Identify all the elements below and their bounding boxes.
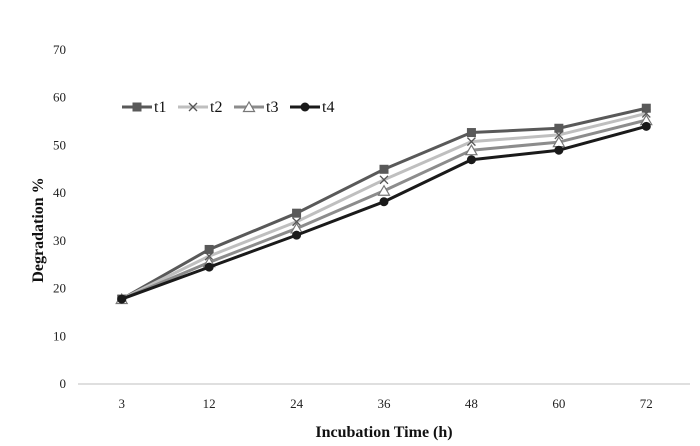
y-tick-label: 30	[53, 233, 66, 248]
y-tick-label: 10	[53, 328, 66, 343]
data-point-t1	[204, 244, 214, 254]
data-point-t3	[377, 184, 391, 196]
series-t3	[115, 113, 653, 305]
x-tick-label: 12	[203, 396, 216, 411]
x-tick-labels: 3 12 24 36 48 60 72	[118, 396, 652, 411]
y-tick-label: 20	[53, 281, 66, 296]
data-point-t4	[466, 155, 476, 165]
legend-item-t1: t1	[122, 99, 166, 116]
series-line-t4	[121, 124, 647, 301]
y-tick-label: 40	[53, 185, 66, 200]
x-tick-label: 36	[378, 396, 392, 411]
data-point-t2	[204, 251, 214, 261]
legend-label: t3	[266, 99, 278, 116]
data-point-t4	[641, 121, 651, 131]
x-tick-label: 48	[465, 396, 478, 411]
y-tick-label: 70	[53, 42, 66, 57]
legend-label: t1	[154, 99, 166, 116]
series-t2	[117, 109, 651, 304]
data-point-t4	[379, 197, 389, 207]
y-axis-title: Degradation %	[30, 177, 47, 282]
legend-label: t4	[322, 99, 334, 116]
y-tick-label: 50	[53, 137, 66, 152]
legend-marker	[188, 102, 198, 112]
data-point-t1	[554, 123, 564, 133]
data-point-t2	[554, 130, 564, 140]
series-layer	[115, 103, 653, 305]
y-tick-label: 60	[53, 90, 66, 105]
data-point-t1	[292, 208, 302, 218]
y-tick-label: 0	[60, 376, 67, 391]
data-point-t2	[292, 217, 302, 227]
x-tick-label: 72	[640, 396, 653, 411]
legend-item-t4: t4	[290, 99, 334, 116]
legend-marker	[132, 102, 142, 112]
data-point-t4	[554, 145, 564, 155]
y-tick-labels: 0 10 20 30 40 50 60 70	[53, 42, 66, 391]
data-point-t4	[204, 262, 214, 272]
x-tick-label: 24	[290, 396, 304, 411]
data-point-t1	[641, 103, 651, 113]
legend-marker	[300, 102, 310, 112]
data-point-t4	[292, 230, 302, 240]
data-point-t4	[117, 294, 127, 304]
legend-item-t3: t3	[234, 99, 278, 116]
data-point-t2	[641, 109, 651, 118]
legend-item-t2: t2	[178, 99, 222, 116]
x-axis-title: Incubation Time (h)	[315, 424, 452, 441]
legend: t1 t2 t3 t4	[122, 99, 334, 116]
series-t4	[117, 121, 651, 304]
data-point-t2	[379, 175, 389, 185]
data-point-t1	[379, 164, 389, 174]
legend-marker	[242, 100, 256, 113]
data-point-t1	[466, 128, 476, 138]
data-point-t3	[464, 144, 478, 156]
x-tick-label: 60	[552, 396, 565, 411]
x-tick-label: 3	[118, 396, 125, 411]
legend-label: t2	[210, 99, 222, 116]
data-point-t2	[466, 137, 476, 147]
